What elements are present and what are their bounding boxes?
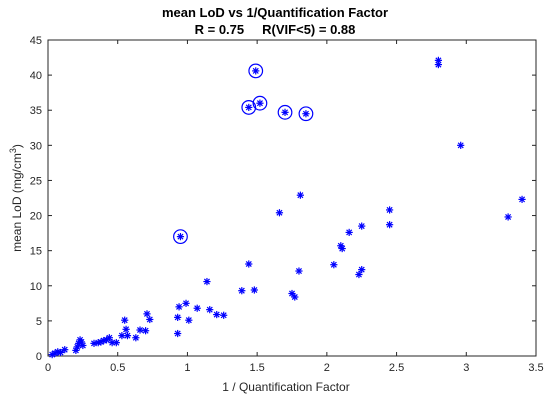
data-point xyxy=(174,329,182,338)
circled-data-point xyxy=(252,95,268,111)
data-point xyxy=(185,316,193,324)
data-point xyxy=(504,213,512,221)
data-point xyxy=(79,341,87,350)
x-tick-label: 3 xyxy=(463,362,469,374)
data-point xyxy=(213,310,221,319)
y-tick-label: 40 xyxy=(30,70,42,82)
data-point xyxy=(61,346,69,354)
data-point xyxy=(143,310,151,318)
data-points xyxy=(48,56,526,359)
data-point xyxy=(291,293,299,301)
data-point xyxy=(122,325,130,333)
data-point xyxy=(146,315,154,324)
data-point xyxy=(121,316,129,324)
x-axis-label: 1 / Quantification Factor xyxy=(222,380,349,394)
data-point xyxy=(193,304,201,312)
x-tick-label: 1.5 xyxy=(249,362,264,374)
y-tick-label: 10 xyxy=(30,281,42,293)
plot-box xyxy=(47,39,537,357)
data-point xyxy=(355,270,363,279)
data-point xyxy=(358,222,366,230)
y-tick-label: 15 xyxy=(30,246,42,258)
data-point xyxy=(56,348,65,357)
y-axis: 0 5 10 15 20 25 30 35 40 45 xyxy=(30,35,536,363)
data-point xyxy=(457,141,465,149)
circled-data-point xyxy=(173,229,188,245)
chart-subtitle: R = 0.75 R(VIF<5) = 0.88 xyxy=(195,22,356,37)
data-point xyxy=(206,306,214,314)
data-point xyxy=(136,326,144,334)
data-point xyxy=(112,339,120,347)
y-tick-label: 0 xyxy=(36,351,42,363)
x-axis: 0 0.5 1 1.5 2 2.5 3 3.5 xyxy=(45,40,544,374)
y-axis-label: mean LoD (mg/cm3) xyxy=(8,144,24,252)
x-tick-label: 2.5 xyxy=(389,362,404,374)
x-tick-label: 3.5 xyxy=(528,362,543,374)
data-point xyxy=(220,311,228,319)
data-point xyxy=(275,209,284,217)
y-axis-label-text: mean LoD (mg/cm xyxy=(10,153,24,252)
circled-data-point xyxy=(298,106,314,122)
y-axis-label-close: ) xyxy=(10,144,24,148)
circled-data-point xyxy=(277,104,293,120)
y-tick-label: 30 xyxy=(30,140,42,152)
chart-title: mean LoD vs 1/Quantification Factor xyxy=(162,5,388,20)
circled-data-point xyxy=(241,100,257,115)
y-tick-label: 20 xyxy=(30,211,42,223)
data-point xyxy=(250,286,258,294)
data-point xyxy=(132,334,140,342)
x-tick-label: 0 xyxy=(45,362,51,374)
data-point xyxy=(295,267,303,275)
y-axis-label-superscript: 3 xyxy=(8,148,18,153)
data-point xyxy=(386,206,394,214)
data-point xyxy=(518,195,526,204)
data-point xyxy=(330,261,338,269)
data-point xyxy=(338,244,346,253)
circled-data-point xyxy=(248,63,264,79)
data-point xyxy=(245,260,253,268)
x-tick-label: 1 xyxy=(184,362,190,374)
data-point xyxy=(434,56,442,64)
data-point xyxy=(296,191,304,199)
x-tick-label: 2 xyxy=(324,362,330,374)
data-point xyxy=(386,221,394,229)
data-point xyxy=(238,287,246,295)
y-tick-label: 5 xyxy=(36,316,42,328)
data-point xyxy=(358,266,366,274)
data-point xyxy=(182,299,190,307)
plot-area xyxy=(47,39,537,357)
data-point xyxy=(345,228,353,237)
data-point xyxy=(203,277,211,286)
data-point xyxy=(175,303,183,311)
data-point xyxy=(105,334,113,342)
data-point xyxy=(174,313,182,321)
data-point xyxy=(123,332,132,340)
y-tick-label: 35 xyxy=(30,105,42,117)
y-tick-label: 25 xyxy=(30,175,42,187)
data-point xyxy=(142,327,150,335)
y-tick-label: 45 xyxy=(30,35,42,47)
x-tick-label: 0.5 xyxy=(110,362,125,374)
